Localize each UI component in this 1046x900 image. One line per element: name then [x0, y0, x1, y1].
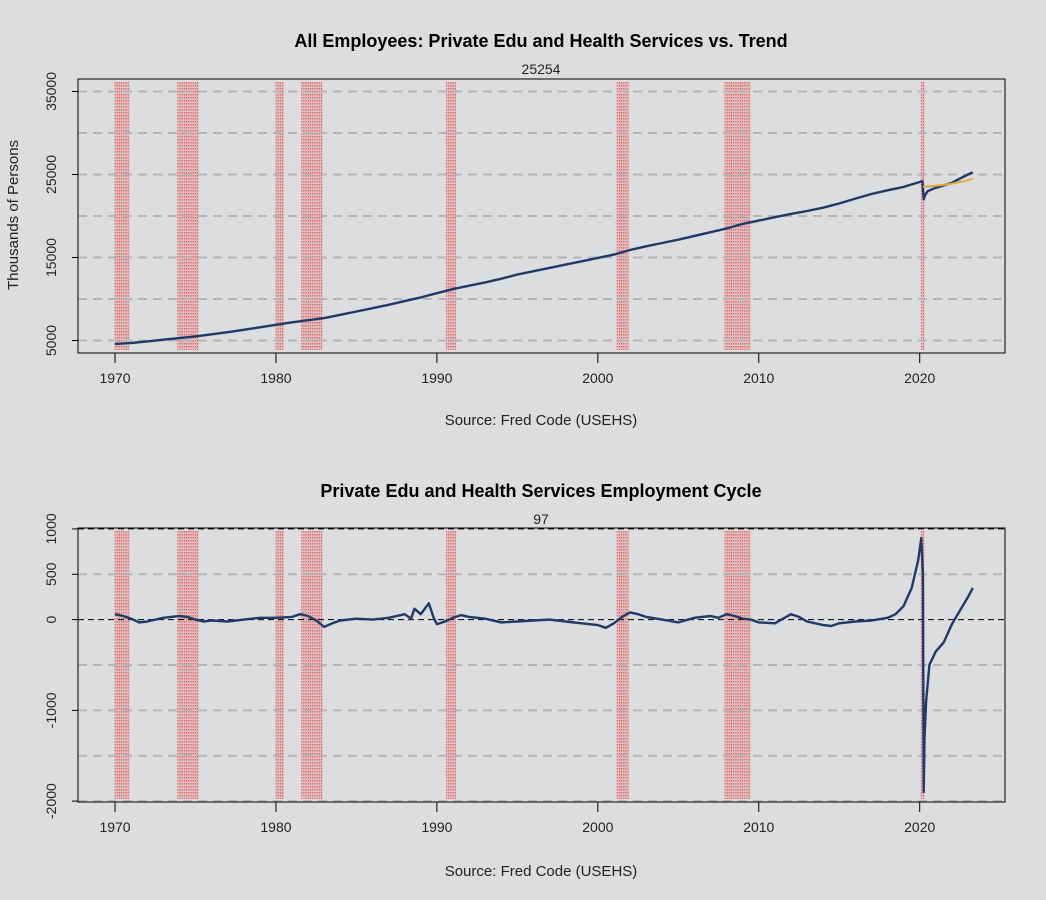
cycle-chart-panel: Private Edu and Health Services Employme…	[43, 481, 1006, 880]
y-tick-label: 5000	[43, 325, 59, 356]
x-tick-label: 1990	[421, 370, 452, 386]
y-tick-label: -2000	[43, 783, 59, 819]
x-tick-label: 2000	[582, 370, 613, 386]
x-tick-label: 1990	[421, 819, 452, 835]
series-line	[114, 171, 974, 346]
trend-chart-ticks: 1970 1980 1990 2000 2010 2020 5000 15000 25000 35…	[43, 72, 935, 386]
cycle-chart-title: Private Edu and Health Services Employme…	[320, 481, 761, 501]
x-tick-label: 1970	[99, 370, 130, 386]
x-tick-label: 2010	[743, 370, 774, 386]
y-tick-label: 25000	[43, 155, 59, 194]
recession-band	[446, 82, 457, 350]
trend-line	[922, 177, 974, 188]
y-tick-label: 500	[43, 562, 59, 586]
trend-chart-subtitle: 25254	[522, 61, 561, 77]
x-tick-label: 1980	[260, 819, 291, 835]
trend-chart-panel: All Employees: Private Edu and Health Se…	[5, 31, 1006, 429]
trend-chart-title: All Employees: Private Edu and Health Se…	[294, 31, 787, 51]
series-line	[114, 536, 974, 794]
x-tick-label: 1970	[99, 819, 130, 835]
cycle-chart-source-label: Source: Fred Code (USEHS)	[445, 863, 638, 880]
trend-chart-source-label: Source: Fred Code (USEHS)	[445, 412, 638, 429]
trend-chart-y-axis-label: Thousands of Persons	[5, 140, 22, 290]
cycle-chart-ticks: 1970 1980 1990 2000 2010 2020 -2000 -1000 0 500 10…	[43, 513, 935, 835]
recession-band	[446, 531, 457, 799]
cycle-chart-marks	[78, 528, 1005, 803]
x-tick-label: 2010	[743, 819, 774, 835]
x-tick-label: 2000	[582, 819, 613, 835]
x-tick-label: 1980	[260, 370, 291, 386]
trend-chart-marks	[78, 82, 1005, 350]
x-tick-label: 2020	[904, 819, 935, 835]
y-tick-label: 35000	[43, 72, 59, 111]
y-tick-label: -1000	[43, 692, 59, 728]
cycle-chart-subtitle: 97	[533, 511, 549, 527]
y-tick-label: 1000	[43, 513, 59, 544]
y-tick-label: 15000	[43, 238, 59, 277]
y-tick-label: 0	[43, 616, 59, 624]
x-tick-label: 2020	[904, 370, 935, 386]
